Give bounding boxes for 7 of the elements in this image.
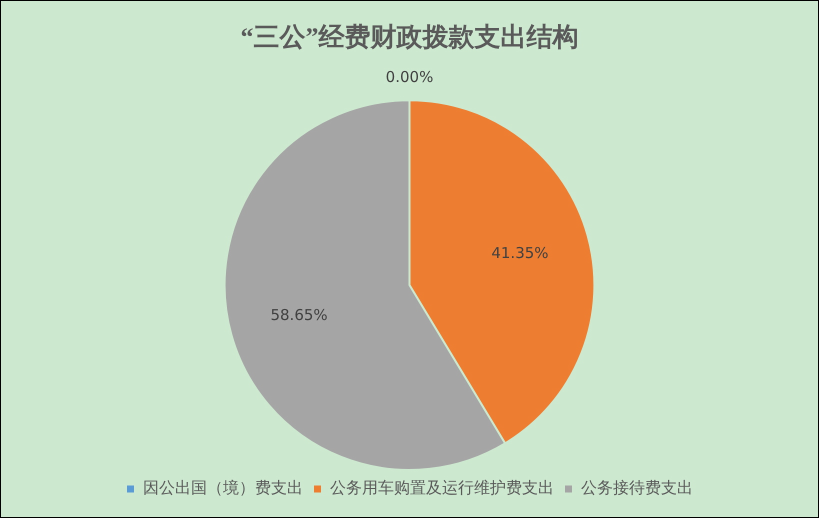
data-label: 41.35% [491, 244, 549, 262]
text: 0.00% [386, 68, 434, 86]
data-label: 58.65% [270, 306, 328, 324]
legend-label: 因公出国（境）费支出 [143, 479, 303, 498]
legend-label: 公务接待费支出 [581, 479, 693, 498]
legend-label: 公务用车购置及运行维护费支出 [330, 479, 554, 498]
chart-title: “三公”经费财政拨款支出结构 [240, 22, 578, 52]
